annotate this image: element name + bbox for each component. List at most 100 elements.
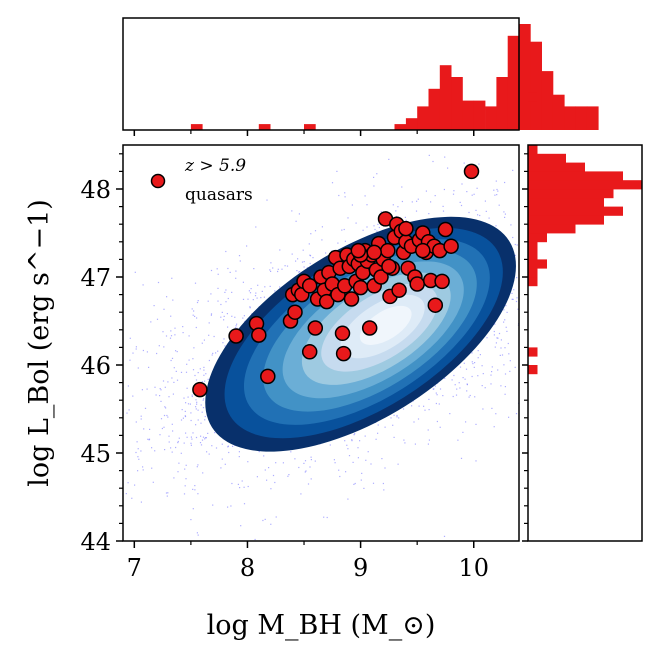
top-histogram-bar: [451, 77, 463, 130]
background-point: [126, 412, 128, 414]
background-point: [554, 316, 555, 317]
background-point: [174, 327, 176, 329]
background-point: [373, 185, 375, 187]
background-point: [175, 350, 177, 352]
background-point: [208, 334, 210, 336]
background-point: [195, 326, 197, 329]
background-point: [314, 460, 316, 462]
background-point: [184, 415, 187, 418]
background-point: [599, 272, 600, 273]
background-point: [374, 228, 376, 231]
background-point: [177, 440, 179, 443]
background-point: [344, 196, 346, 198]
background-point: [226, 313, 228, 315]
background-point: [192, 508, 194, 510]
background-point: [215, 447, 218, 449]
background-point: [291, 210, 293, 212]
right-histogram-bar: [528, 250, 538, 260]
background-point: [231, 291, 233, 293]
background-point: [180, 452, 182, 454]
background-point: [495, 180, 497, 182]
background-point: [397, 206, 399, 208]
background-point: [503, 364, 505, 366]
background-point: [623, 217, 624, 218]
background-point: [456, 388, 458, 390]
background-point: [165, 492, 168, 494]
main-axis-ticks: [116, 153, 475, 548]
background-point: [523, 287, 524, 288]
background-point: [479, 214, 481, 217]
background-point: [252, 299, 254, 301]
background-point: [146, 388, 148, 390]
background-point: [270, 523, 272, 525]
background-point: [550, 248, 551, 249]
background-point: [345, 471, 347, 473]
background-point: [241, 480, 243, 482]
background-point: [235, 325, 237, 327]
background-point: [35, 508, 36, 509]
background-point: [383, 489, 385, 491]
background-point: [193, 310, 195, 312]
background-point: [190, 444, 192, 446]
background-point: [365, 459, 367, 461]
background-point: [436, 420, 438, 423]
background-point: [230, 505, 232, 507]
background-point: [188, 359, 190, 361]
background-point: [347, 217, 349, 219]
background-point: [556, 288, 557, 289]
background-point: [155, 394, 157, 396]
quasar-point: [391, 282, 407, 298]
background-point: [183, 493, 186, 495]
background-point: [190, 436, 192, 438]
background-point: [254, 538, 256, 541]
x-axis-label: log M_BH (M_⊙): [207, 610, 436, 641]
background-point: [186, 436, 188, 438]
background-point: [648, 111, 649, 112]
background-point: [197, 409, 199, 411]
background-point: [417, 418, 420, 420]
background-point: [631, 197, 632, 198]
background-point: [284, 265, 286, 267]
background-point: [512, 236, 514, 239]
background-point: [603, 339, 604, 340]
density-contour: [359, 305, 412, 345]
background-point: [142, 469, 144, 471]
right-histogram-bar: [528, 215, 604, 225]
background-point: [153, 305, 155, 307]
background-point: [115, 413, 116, 414]
background-point: [524, 229, 525, 230]
background-point: [390, 417, 392, 419]
quasar-point: [409, 276, 425, 292]
background-point: [304, 460, 307, 462]
background-point: [197, 534, 199, 536]
background-point: [534, 317, 535, 318]
background-point: [85, 576, 86, 577]
background-point: [187, 396, 189, 398]
quasar-point: [334, 325, 351, 342]
background-point: [433, 388, 435, 390]
background-point: [362, 229, 364, 231]
quasar-point: [301, 278, 318, 294]
background-point: [515, 413, 518, 415]
background-point: [210, 314, 212, 316]
background-point: [181, 409, 183, 411]
background-point: [308, 243, 310, 245]
background-point: [192, 432, 194, 434]
background-point: [352, 461, 354, 463]
background-point: [504, 347, 506, 349]
background-point: [529, 319, 530, 320]
background-point: [549, 351, 550, 352]
background-point: [295, 260, 297, 262]
background-point: [452, 395, 454, 398]
background-point: [127, 482, 129, 484]
background-point: [589, 234, 590, 235]
background-point: [180, 371, 183, 373]
background-point: [462, 431, 464, 433]
background-point: [170, 335, 173, 337]
background-point: [160, 389, 162, 391]
background-point: [471, 361, 473, 363]
top-histogram-bar: [496, 77, 509, 130]
main-plot: 5×L_EddL_Edd0.1×L_Edd0.01×L_Edd 78910444…: [24, 111, 649, 641]
background-point: [138, 458, 140, 460]
background-point: [309, 466, 311, 468]
